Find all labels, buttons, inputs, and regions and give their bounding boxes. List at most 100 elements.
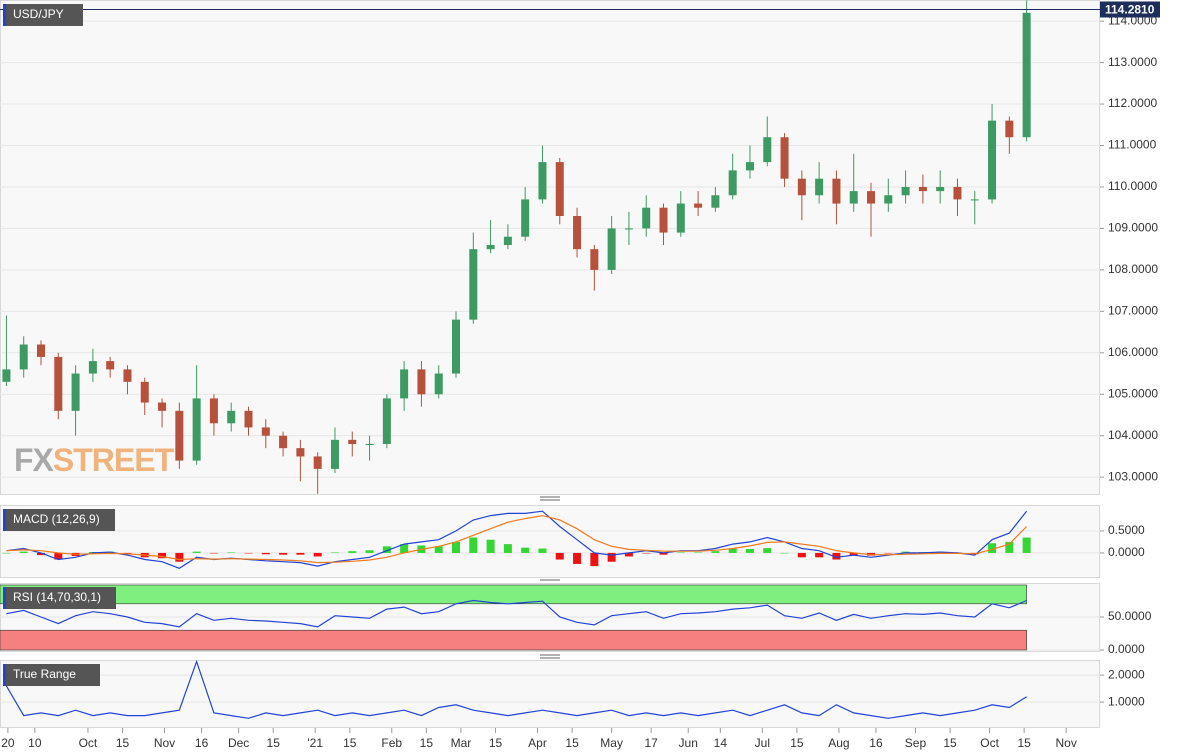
x-tick-label: 15 [489, 736, 503, 750]
candle-body [538, 162, 547, 200]
candle-body [296, 448, 305, 457]
histogram-bar [19, 551, 28, 553]
x-tick-label: 16 [195, 736, 209, 750]
histogram-bar [555, 552, 564, 560]
candle-body [988, 120, 997, 200]
candle-body [503, 236, 512, 246]
candle-body [607, 228, 616, 270]
histogram-bar [503, 544, 512, 553]
x-tick-label: 15 [943, 736, 957, 750]
candle-body [953, 186, 962, 200]
candle-body [469, 249, 478, 320]
y-tick-label: 108.0000 [1108, 262, 1158, 276]
y-tick-label: 50.0000 [1108, 609, 1152, 623]
x-tick-label: Nov [154, 736, 175, 750]
candle-body [1005, 120, 1014, 138]
candle-body [780, 137, 789, 179]
x-tick-label: Oct [980, 736, 999, 750]
candle-body [797, 178, 806, 196]
panel-background [0, 0, 1100, 495]
histogram-bar [382, 546, 391, 553]
last-price-label: 114.2810 [1105, 3, 1155, 17]
candle-body [434, 373, 443, 395]
histogram-bar [261, 552, 270, 555]
candle-body [227, 410, 236, 424]
histogram-bar [573, 552, 582, 564]
candle-body [71, 373, 80, 411]
x-tick-label: Feb [381, 736, 402, 750]
histogram-bar [313, 552, 322, 557]
candle-body [1022, 12, 1031, 138]
candle-body [901, 186, 910, 196]
y-tick-label: 1.0000 [1108, 694, 1145, 708]
histogram-bar [158, 552, 167, 559]
y-tick-label: 113.0000 [1108, 55, 1157, 69]
histogram-bar [815, 552, 824, 558]
histogram-bar [227, 552, 236, 553]
y-tick-label: 106.0000 [1108, 345, 1158, 359]
histogram-bar [330, 552, 339, 553]
candle-body [261, 427, 270, 436]
x-tick-label: 15 [565, 736, 579, 750]
x-tick-label: May [600, 736, 623, 750]
histogram-bar [469, 537, 478, 553]
histogram-bar [849, 552, 858, 556]
panel-badge-accent [3, 664, 6, 686]
candle-body [106, 361, 115, 370]
panel-title: RSI (14,70,30,1) [13, 590, 101, 604]
x-tick-label: 14 [714, 736, 728, 750]
candle-body [452, 319, 461, 374]
candle-body [244, 410, 253, 428]
x-tick-label: 16 [869, 736, 883, 750]
candle-body [279, 435, 288, 449]
panel-background [0, 660, 1100, 728]
x-tick-label: Oct [79, 736, 98, 750]
x-tick-label: Sep [905, 736, 927, 750]
candle-body [348, 439, 357, 445]
histogram-bar [452, 541, 461, 553]
candle-body [884, 195, 893, 204]
candle-body [158, 402, 167, 411]
y-tick-label: 0.0000 [1108, 545, 1145, 559]
candle-body [54, 356, 63, 411]
x-tick-label: 15 [1017, 736, 1031, 750]
candle-body [417, 369, 426, 395]
histogram-bar [988, 543, 997, 553]
histogram-bar [192, 551, 201, 553]
histogram-bar [832, 552, 841, 560]
candle-body [209, 398, 218, 424]
candle-body [815, 178, 824, 196]
x-tick-label: 15 [267, 736, 281, 750]
histogram-bar [694, 552, 703, 553]
signal-line [6, 514, 1028, 564]
histogram-bar [279, 552, 288, 555]
rsi-line [6, 599, 1027, 628]
candle-body [970, 199, 979, 201]
histogram-bar [780, 552, 789, 554]
candle-body [123, 369, 132, 382]
histogram-bar [728, 548, 737, 553]
histogram-bar [797, 552, 806, 558]
candle-body [37, 344, 46, 357]
candle-body [400, 369, 409, 399]
histogram-bar [175, 552, 184, 562]
y-tick-label: 110.0000 [1108, 179, 1157, 193]
y-tick-label: 112.0000 [1108, 96, 1157, 110]
panel-title: True Range [13, 667, 76, 681]
candle-body [140, 381, 149, 403]
x-tick-label: 15 [116, 736, 130, 750]
x-tick-label: 17 [644, 736, 658, 750]
panel-title: MACD (12,26,9) [13, 512, 100, 526]
histogram-bar [348, 551, 357, 553]
histogram-bar [884, 552, 893, 554]
histogram-bar [400, 544, 409, 553]
y-tick-label: 0.0000 [1108, 642, 1145, 656]
x-tick-label: '21 [307, 736, 323, 750]
histogram-bar [538, 548, 547, 553]
histogram-bar [590, 552, 599, 567]
candle-body [711, 195, 720, 208]
y-tick-label: 104.0000 [1108, 428, 1158, 442]
watermark: FXSTREET [14, 442, 175, 478]
x-tick-label: Aug [828, 736, 849, 750]
